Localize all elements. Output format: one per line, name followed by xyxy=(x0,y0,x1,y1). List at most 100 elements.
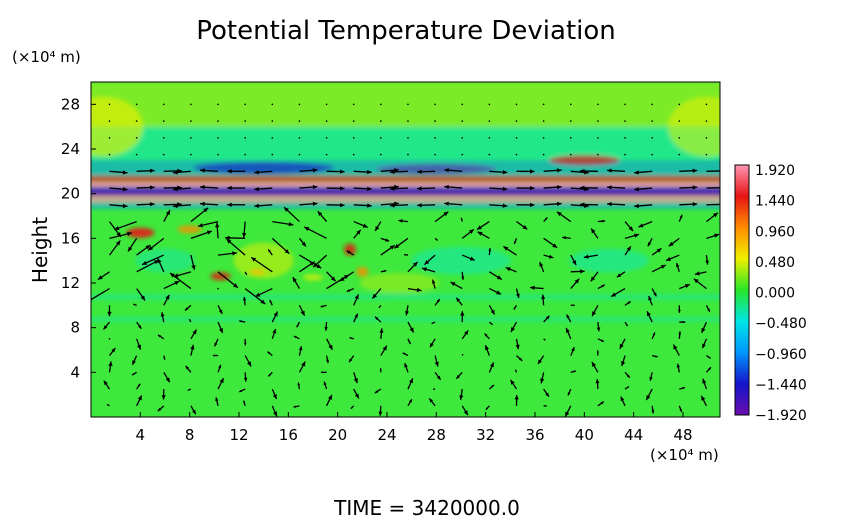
vector-dot xyxy=(651,120,653,122)
colorbar-tick-label: −0.480 xyxy=(755,316,807,332)
heatmap-blob xyxy=(178,225,202,233)
heatmap-blob xyxy=(668,97,748,157)
vector-dot xyxy=(326,137,328,139)
vector-dot xyxy=(624,104,626,106)
vector-dot xyxy=(353,104,355,106)
heatmap-blob xyxy=(549,155,619,165)
vector-dot xyxy=(190,154,192,156)
x-tick-label: 40 xyxy=(575,426,594,444)
vector-dot xyxy=(380,120,382,122)
y-tick-label: 24 xyxy=(61,140,80,158)
x-tick-label: 20 xyxy=(328,426,347,444)
heatmap-blob xyxy=(356,267,368,277)
vector-dot xyxy=(570,137,572,139)
vector-dot xyxy=(163,104,165,106)
vector-dot xyxy=(543,154,545,156)
vector-shaft xyxy=(706,204,724,205)
vector-dot xyxy=(163,120,165,122)
vector-dot xyxy=(353,137,355,139)
vector-dot xyxy=(326,120,328,122)
colorbar-tick-label: −0.960 xyxy=(755,347,807,363)
vector-dot xyxy=(299,154,301,156)
vector-dot xyxy=(706,137,708,139)
vector-dot xyxy=(136,137,138,139)
heatmap-blob xyxy=(411,247,511,275)
y-tick-label: 8 xyxy=(70,319,80,337)
colorbar-tick-label: 0.000 xyxy=(755,286,795,302)
vector-dot xyxy=(272,120,274,122)
vector-dot xyxy=(299,120,301,122)
vector-dot xyxy=(136,154,138,156)
heatmap-area xyxy=(63,82,747,417)
vector-dot xyxy=(434,154,436,156)
vector-dot xyxy=(706,120,708,122)
y-tick-label: 28 xyxy=(61,95,80,113)
vector-dot xyxy=(434,137,436,139)
vector-dot xyxy=(407,137,409,139)
vector-dot xyxy=(190,137,192,139)
vector-dot xyxy=(543,120,545,122)
heatmap-band xyxy=(81,294,730,300)
vector-dot xyxy=(299,104,301,106)
vector-dot xyxy=(244,104,246,106)
vector-dot xyxy=(570,154,572,156)
vector-dot xyxy=(109,137,111,139)
vector-dot xyxy=(516,120,518,122)
vector-dot xyxy=(244,137,246,139)
colorbar-labels: 1.9201.4400.9600.4800.000−0.480−0.960−1.… xyxy=(755,163,807,424)
y-tick-label: 12 xyxy=(61,274,80,292)
vector-dot xyxy=(543,104,545,106)
colorbar-tick-label: 1.440 xyxy=(755,194,795,210)
x-unit-label: (×10⁴ m) xyxy=(650,446,719,464)
heatmap-band xyxy=(81,176,730,183)
vector-head xyxy=(720,202,725,206)
vector-dot xyxy=(163,154,165,156)
colorbar-tick-label: −1.440 xyxy=(755,377,807,393)
vector-dot xyxy=(597,104,599,106)
vector-dot xyxy=(543,137,545,139)
heatmap-blob xyxy=(303,274,323,280)
vector-dot xyxy=(624,120,626,122)
vector-dot xyxy=(407,154,409,156)
vector-dot xyxy=(706,104,708,106)
x-tick-label: 44 xyxy=(624,426,643,444)
vector-dot xyxy=(136,120,138,122)
vector-dot xyxy=(516,154,518,156)
vector-shaft xyxy=(706,171,724,172)
x-tick-label: 32 xyxy=(476,426,495,444)
y-tick-label: 20 xyxy=(61,185,80,203)
vector-dot xyxy=(570,104,572,106)
vector-dot xyxy=(380,104,382,106)
vector-dot xyxy=(651,154,653,156)
vector-dot xyxy=(679,154,681,156)
x-tick-label: 16 xyxy=(279,426,298,444)
chart-title: Potential Temperature Deviation xyxy=(196,16,616,46)
vector-dot xyxy=(461,137,463,139)
heatmap-band xyxy=(81,196,730,203)
vector-dot xyxy=(190,104,192,106)
vector-dot xyxy=(190,120,192,122)
vector-dot xyxy=(326,154,328,156)
x-tick-label: 36 xyxy=(525,426,544,444)
vector-dot xyxy=(489,104,491,106)
colorbar-tick-label: −1.920 xyxy=(755,408,807,424)
vector-dot xyxy=(136,104,138,106)
vector-dot xyxy=(353,154,355,156)
vector-dot xyxy=(217,104,219,106)
vector-dot xyxy=(109,154,111,156)
vector-dot xyxy=(706,154,708,156)
x-tick-label: 12 xyxy=(229,426,248,444)
vector-head xyxy=(720,186,725,190)
vector-shaft xyxy=(706,188,724,189)
vector-dot xyxy=(624,154,626,156)
vector-dot xyxy=(597,120,599,122)
vector-dot xyxy=(461,104,463,106)
vector-dot xyxy=(679,120,681,122)
colorbar-tick-label: 0.960 xyxy=(755,224,795,240)
time-footer: TIME = 3420000.0 xyxy=(333,496,520,519)
heatmap-blob xyxy=(344,244,356,256)
vector-dot xyxy=(651,137,653,139)
y-tick-label: 4 xyxy=(70,363,80,381)
vector-dot xyxy=(217,288,219,290)
